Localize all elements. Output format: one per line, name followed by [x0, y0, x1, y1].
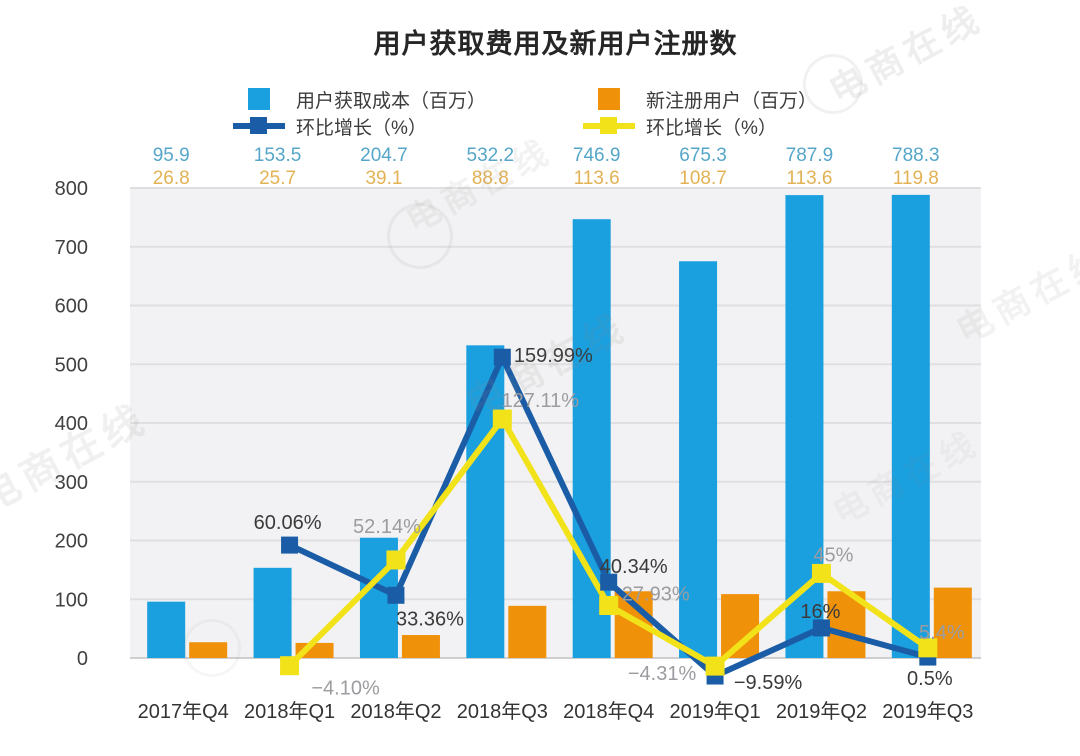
line-marker-users-growth — [492, 409, 512, 429]
y-axis-tick-label: 200 — [55, 531, 88, 553]
line-label-cost-growth: 0.5% — [907, 668, 953, 690]
bar-cost — [253, 567, 292, 658]
value-label-users: 113.6 — [786, 168, 832, 189]
line-marker-cost-growth — [281, 536, 299, 554]
value-label-users: 113.6 — [574, 168, 620, 189]
line-label-users-growth: −4.31% — [628, 663, 697, 685]
legend-swatch-box — [583, 87, 635, 111]
bar-users — [401, 635, 440, 658]
y-axis-tick-label: 300 — [55, 472, 88, 494]
line-label-users-growth: 5.4% — [919, 622, 965, 644]
line-marker-cost-growth — [387, 586, 405, 604]
legend-label-new-users: 新注册用户（百万） — [646, 90, 818, 112]
legend-swatch-box — [233, 114, 285, 138]
value-label-cost: 675.3 — [679, 145, 727, 166]
value-label-users: 25.7 — [259, 168, 296, 189]
y-axis-tick-label: 0 — [77, 648, 88, 670]
x-axis-label: 2018年Q2 — [350, 700, 441, 723]
line-label-users-growth: 52.14% — [353, 516, 421, 538]
y-axis-tick-label: 100 — [55, 589, 88, 611]
value-label-cost: 204.7 — [360, 145, 408, 166]
line-marker-darkblue-icon — [250, 117, 267, 134]
line-label-users-growth: −4.10% — [311, 678, 380, 700]
value-label-users: 88.8 — [472, 168, 509, 189]
legend-item-acquisition-cost: 用户获取成本（百万） — [233, 87, 487, 112]
x-axis-label: 2019年Q1 — [669, 700, 760, 723]
line-marker-users-growth — [280, 656, 300, 676]
chart-title: 用户获取费用及新用户注册数 — [373, 29, 738, 59]
value-label-users: 39.1 — [365, 168, 402, 189]
y-axis-tick-label: 800 — [55, 178, 88, 200]
x-axis-label: 2018年Q3 — [457, 700, 548, 723]
line-label-cost-growth: −9.59% — [734, 672, 803, 694]
legend-label-cost-growth: 环比增长（%） — [296, 117, 427, 139]
value-label-cost: 787.9 — [786, 145, 834, 166]
line-marker-users-growth — [705, 656, 725, 676]
bar-swatch-orange-icon — [598, 88, 620, 110]
line-label-users-growth: 27.93% — [622, 583, 690, 605]
value-label-users: 119.8 — [893, 168, 939, 189]
bar-cost — [891, 194, 930, 658]
line-label-cost-growth: 16% — [800, 601, 840, 623]
bar-users — [721, 594, 760, 658]
line-marker-users-growth — [811, 563, 831, 583]
x-axis-label: 2018年Q4 — [563, 700, 654, 723]
bar-swatch-blue-icon — [248, 88, 270, 110]
line-label-users-growth: 45% — [813, 544, 853, 566]
value-label-users: 108.7 — [679, 168, 727, 189]
x-axis-label: 2019年Q3 — [882, 700, 973, 723]
legend-swatch-box — [233, 87, 285, 111]
x-axis-label: 2019年Q2 — [776, 700, 867, 723]
bar-cost — [147, 601, 186, 658]
bar-cost — [572, 219, 611, 659]
y-axis-tick-label: 700 — [55, 237, 88, 259]
bar-users — [933, 587, 972, 658]
legend-label-users-growth: 环比增长（%） — [646, 117, 777, 139]
line-marker-yellow-icon — [600, 117, 617, 134]
value-label-cost: 95.9 — [153, 145, 190, 166]
line-marker-cost-growth — [812, 619, 830, 637]
legend-item-users-growth: 环比增长（%） — [583, 114, 777, 139]
value-label-cost: 153.5 — [254, 145, 302, 166]
line-label-cost-growth: 60.06% — [254, 512, 322, 534]
line-marker-users-growth — [918, 638, 938, 658]
value-label-users: 26.8 — [153, 168, 190, 189]
value-label-cost: 532.2 — [467, 145, 515, 166]
y-axis-tick-label: 400 — [55, 413, 88, 435]
legend-item-cost-growth: 环比增长（%） — [233, 114, 427, 139]
value-label-cost: 788.3 — [892, 145, 940, 166]
line-marker-users-growth — [599, 595, 619, 615]
line-marker-users-growth — [386, 550, 406, 570]
line-label-users-growth: 127.11% — [502, 390, 580, 412]
y-axis-tick-label: 500 — [55, 354, 88, 376]
bar-users — [189, 642, 228, 658]
value-label-cost: 746.9 — [573, 145, 621, 166]
legend-swatch-box — [583, 114, 635, 138]
line-marker-cost-growth — [600, 573, 618, 591]
legend-item-new-users: 新注册用户（百万） — [583, 87, 818, 112]
bar-users — [508, 605, 547, 658]
legend-label-acquisition-cost: 用户获取成本（百万） — [296, 90, 487, 112]
legend: 用户获取成本（百万） 环比增长（%） 新注册用户（百万） 环比增长（%） — [0, 0, 1080, 150]
line-label-cost-growth: 159.99% — [514, 345, 593, 367]
y-axis-tick-label: 600 — [55, 296, 88, 318]
x-axis-label: 2017年Q4 — [138, 700, 229, 723]
x-axis-label: 2018年Q1 — [244, 700, 335, 723]
line-label-cost-growth: 33.36% — [396, 608, 464, 630]
bar-cost — [679, 261, 718, 658]
line-marker-cost-growth — [493, 348, 511, 366]
line-label-cost-growth: 40.34% — [600, 556, 668, 578]
